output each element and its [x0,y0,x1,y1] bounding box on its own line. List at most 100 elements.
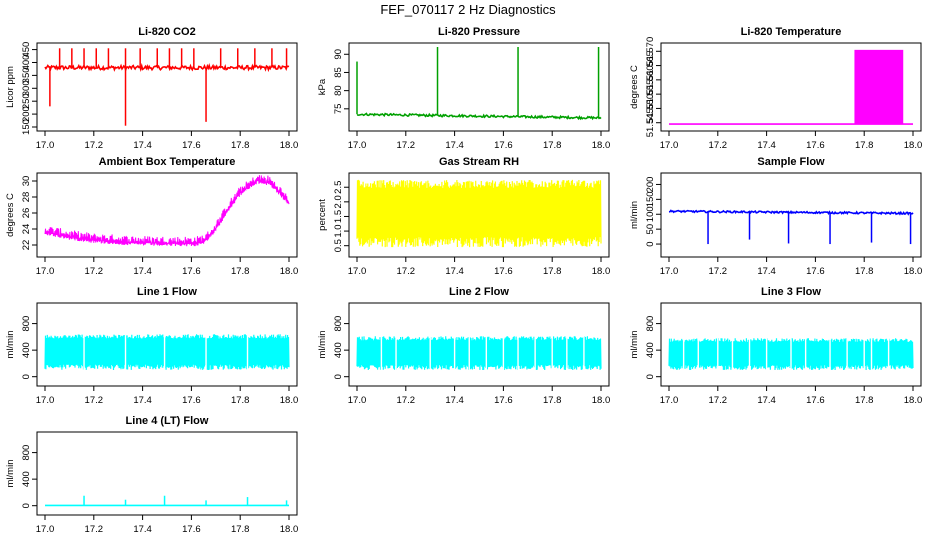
y-tick-label: 1.5 [333,210,344,223]
y-axis: 0 400 800 [333,316,349,379]
plot-frame [348,302,610,387]
y-tick-label: 51.560 [645,65,656,94]
series-li-820-temperature [669,49,913,125]
x-tick-label: 17.0 [36,140,55,151]
x-tick-label: 18.0 [592,395,611,406]
y-axis-label: percent [317,199,328,231]
x-axis: 17.0 17.2 17.4 17.6 17.8 18.0 [660,386,923,406]
series-sample-flow [668,209,914,245]
y-tick-label: 400 [21,471,32,487]
x-tick-label: 17.6 [182,395,201,406]
panel-title: Li-820 Temperature [741,26,842,38]
x-tick-label: 17.2 [85,140,104,151]
y-tick-label: 51.555 [645,80,656,109]
x-tick-label: 17.6 [806,140,825,151]
x-tick-label: 17.6 [806,266,825,277]
x-tick-label: 17.0 [660,140,679,151]
x-axis: 17.0 17.2 17.4 17.6 17.8 18.0 [348,131,610,151]
y-tick-label: 85 [333,67,344,78]
x-tick-label: 17.0 [348,266,367,277]
y-tick-label: 51.565 [645,51,656,80]
y-tick-label: 250 [21,93,32,109]
panel-title: Line 2 Flow [449,286,509,298]
y-tick-label: 0 [21,374,32,379]
y-tick-label: 90 [333,49,344,60]
x-tick-label: 18.0 [592,266,611,277]
y-axis: 22 24 26 28 30 [21,176,37,250]
x-tick-label: 17.8 [855,395,874,406]
y-axis-label: kPa [317,78,328,95]
x-tick-label: 17.0 [660,266,679,277]
y-tick-label: 150 [21,119,32,135]
x-axis: 17.0 17.2 17.4 17.6 17.8 18.0 [36,386,298,406]
x-axis: 17.0 17.2 17.4 17.6 17.8 18.0 [660,131,922,151]
y-tick-label: 0 [21,503,32,508]
y-axis-label: ml/min [629,331,640,359]
y-tick-label: 400 [21,55,32,71]
series-trace [44,62,290,73]
series-ambient-box-temperature [44,175,290,247]
x-axis: 17.0 17.2 17.4 17.6 17.8 18.0 [36,257,298,277]
y-tick-label: 450 [21,42,32,58]
y-tick-label: 200 [21,106,32,122]
x-tick-label: 17.4 [133,524,152,535]
x-tick-label: 17.4 [445,266,464,277]
x-tick-label: 17.8 [231,266,250,277]
x-tick-label: 18.0 [904,266,923,277]
series-line-3-flow [668,338,914,371]
x-tick-label: 17.0 [348,395,367,406]
series-li-820-co2 [44,48,290,126]
y-tick-label: 0 [645,374,656,379]
plot-frame [348,172,610,258]
panel-li-820-temperature: Li-820 Temperature 17.0 17.2 17.4 17.6 17.8 18… [629,26,922,151]
x-axis: 17.0 17.2 17.4 17.6 17.8 18.0 [348,386,611,406]
x-tick-label: 17.2 [85,395,104,406]
panel-li-820-pressure: Li-820 Pressure 17.0 17.2 17.4 17.6 17.8 18.0 7… [317,26,610,151]
panel-title: Line 3 Flow [761,286,821,298]
panel-line-2-flow: Line 2 Flow 17.0 17.2 17.4 17.6 17.8 18.0 0 400 8… [317,286,610,406]
x-axis: 17.0 17.2 17.4 17.6 17.8 18.0 [36,515,299,535]
panel-gas-stream-rh: Gas Stream RH 17.0 17.2 17.4 17.6 17.8 18.0 0.5… [317,156,610,277]
temperature-band [854,49,904,125]
x-tick-label: 17.8 [543,266,562,277]
x-tick-label: 18.0 [904,395,923,406]
y-tick-label: 1.0 [333,224,344,237]
x-tick-label: 17.0 [36,395,55,406]
plot-frame [36,431,298,516]
panel-title: Sample Flow [757,156,825,168]
x-tick-label: 17.6 [494,140,513,151]
y-tick-label: 51.545 [645,108,656,137]
x-tick-label: 17.2 [709,140,728,151]
x-tick-label: 17.2 [709,266,728,277]
x-tick-label: 17.8 [543,140,562,151]
y-tick-label: 75 [333,104,344,115]
y-tick-label: 51.570 [645,37,656,66]
x-tick-label: 17.4 [757,266,776,277]
x-tick-label: 17.2 [85,524,104,535]
x-tick-label: 17.6 [806,395,825,406]
y-tick-label: 400 [645,342,656,358]
x-tick-label: 17.4 [133,395,152,406]
x-tick-label: 18.0 [280,524,299,535]
y-tick-label: 2.5 [333,181,344,194]
y-tick-label: 2.0 [333,195,344,208]
x-axis: 17.0 17.2 17.4 17.6 17.8 18.0 [348,257,611,277]
x-tick-label: 17.8 [231,524,250,535]
x-tick-label: 17.8 [231,140,250,151]
y-tick-label: 30 [21,176,32,187]
x-tick-label: 17.8 [231,395,250,406]
panel-line-3-flow: Line 3 Flow 17.0 17.2 17.4 17.6 17.8 18.0 0 400 8… [629,286,922,406]
y-axis: 75 80 85 90 [333,49,349,114]
x-tick-label: 17.2 [85,266,104,277]
y-axis: 0 400 800 [645,316,661,379]
x-tick-label: 17.8 [855,140,874,151]
x-tick-label: 17.8 [543,395,562,406]
x-tick-label: 17.4 [757,140,776,151]
y-axis: 0.5 1.01.5 2.02.5 [333,181,349,252]
x-axis: 17.0 17.2 17.4 17.6 17.8 18.0 [660,257,923,277]
y-axis-label: Licor ppm [5,66,16,108]
